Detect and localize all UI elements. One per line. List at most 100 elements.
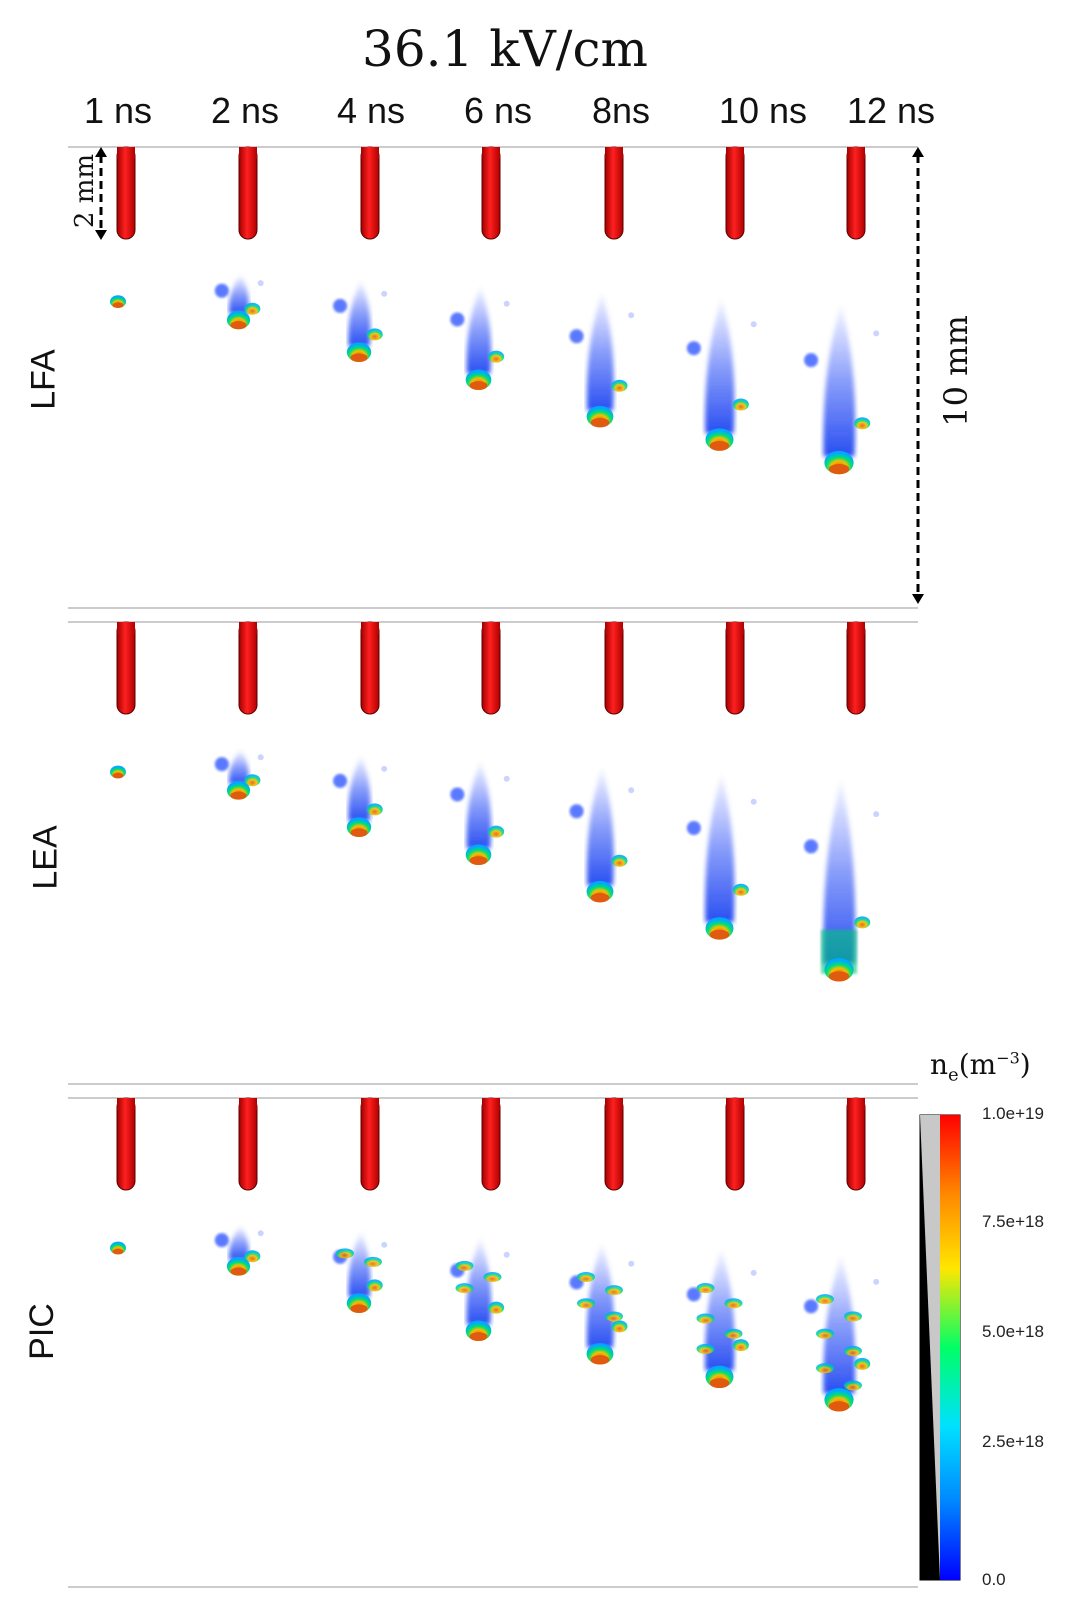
head-tip <box>112 302 124 309</box>
streamer-lfa-6 <box>804 305 880 475</box>
streamer-body <box>823 1256 856 1394</box>
electrode-base <box>726 622 744 634</box>
streamer-pic-6 <box>804 1256 880 1412</box>
electrode-base <box>239 622 257 634</box>
branch-head <box>696 1283 715 1294</box>
side-blob <box>333 773 348 788</box>
streamer-lea-6 <box>804 780 880 982</box>
electrode <box>481 1097 501 1191</box>
electrode <box>360 621 380 715</box>
side-blob <box>686 341 701 356</box>
faint-blob <box>750 321 757 328</box>
side-blob <box>804 1299 819 1314</box>
secondary-head <box>611 854 628 867</box>
electrode-base <box>605 1098 623 1110</box>
head-tip <box>112 772 124 779</box>
faint-blob <box>503 1251 510 1258</box>
head-tip <box>590 417 610 428</box>
streamer-pic-3 <box>450 1238 510 1342</box>
electrode <box>238 1097 258 1191</box>
head-tip <box>828 1401 850 1412</box>
faint-blob <box>628 787 635 794</box>
branch-head <box>577 1271 595 1282</box>
panel-separators <box>68 146 918 1588</box>
electrode-base <box>361 147 379 159</box>
electrode <box>725 1097 745 1191</box>
faint-blob <box>873 1278 880 1285</box>
faint-blob <box>873 811 880 818</box>
electrode-base <box>117 622 135 634</box>
electrode-base <box>361 1098 379 1110</box>
streamer-lfa-0 <box>110 295 126 309</box>
branch-head <box>844 1345 862 1356</box>
branch-head <box>483 1271 502 1282</box>
side-blob <box>450 312 465 327</box>
head-tip <box>469 1332 488 1342</box>
opacity-ramp-dark <box>920 1115 940 1580</box>
faint-blob <box>381 290 388 297</box>
secondary-head <box>611 1320 628 1333</box>
head-tip <box>709 929 730 940</box>
head-tip <box>590 892 610 903</box>
electrode <box>846 1097 866 1191</box>
faint-blob <box>628 312 635 319</box>
colorbar-gradient <box>940 1115 960 1580</box>
electrode <box>360 146 380 240</box>
figure-title: 36.1 kV/cm <box>362 20 648 78</box>
faint-blob <box>873 330 880 337</box>
electrode-base <box>239 147 257 159</box>
time-label-8: 8ns <box>591 90 651 131</box>
branch-head <box>605 1311 623 1322</box>
branch-head <box>696 1313 715 1324</box>
head-tip <box>350 353 368 362</box>
faint-blob <box>503 300 510 307</box>
electrode <box>481 146 501 240</box>
streamer-body <box>348 756 371 822</box>
secondary-head <box>488 350 505 363</box>
electrode <box>604 1097 624 1191</box>
secondary-head <box>732 883 749 896</box>
branch-head <box>455 1260 474 1271</box>
side-blob <box>214 283 229 298</box>
electrode <box>481 621 501 715</box>
branch-head <box>724 1328 743 1339</box>
secondary-head <box>366 1279 383 1292</box>
streamer-pic-0 <box>110 1241 126 1255</box>
streamer-body <box>705 1250 735 1371</box>
electrode-base <box>847 622 865 634</box>
electrode-base <box>482 1098 500 1110</box>
streamer-body <box>466 762 492 849</box>
secondary-head <box>488 1301 505 1314</box>
colorbar-tick-zero: 0.0 <box>982 1570 1006 1589</box>
head-tip <box>469 856 488 866</box>
secondary-head <box>366 328 383 341</box>
side-blob <box>214 757 229 772</box>
side-blob <box>450 787 465 802</box>
streamer-lea-4 <box>569 768 635 903</box>
streamer-body <box>705 299 735 434</box>
electrode <box>116 1097 136 1191</box>
faint-blob <box>257 280 264 287</box>
faint-blob <box>503 775 510 782</box>
streamer-body <box>823 305 856 457</box>
electrode <box>725 621 745 715</box>
head-tip <box>828 464 850 475</box>
streamer-body <box>586 293 614 411</box>
side-blob <box>569 329 584 344</box>
electrode-base <box>605 622 623 634</box>
streamer-lea-3 <box>450 762 510 866</box>
colorbar-tick-max: 1.0e+19 <box>982 1104 1044 1123</box>
colorbar-title: ne(m−3) <box>930 1048 1031 1086</box>
side-blob <box>333 298 348 313</box>
faint-blob <box>257 754 264 761</box>
streamer-body <box>823 780 856 964</box>
electrode <box>604 146 624 240</box>
side-blob <box>686 1287 701 1302</box>
secondary-head <box>244 302 261 315</box>
head-tip <box>112 1248 124 1255</box>
electrode-base <box>847 1098 865 1110</box>
branch-head <box>696 1343 715 1354</box>
branch-head <box>455 1283 474 1294</box>
electrode <box>116 146 136 240</box>
secondary-head <box>488 825 505 838</box>
